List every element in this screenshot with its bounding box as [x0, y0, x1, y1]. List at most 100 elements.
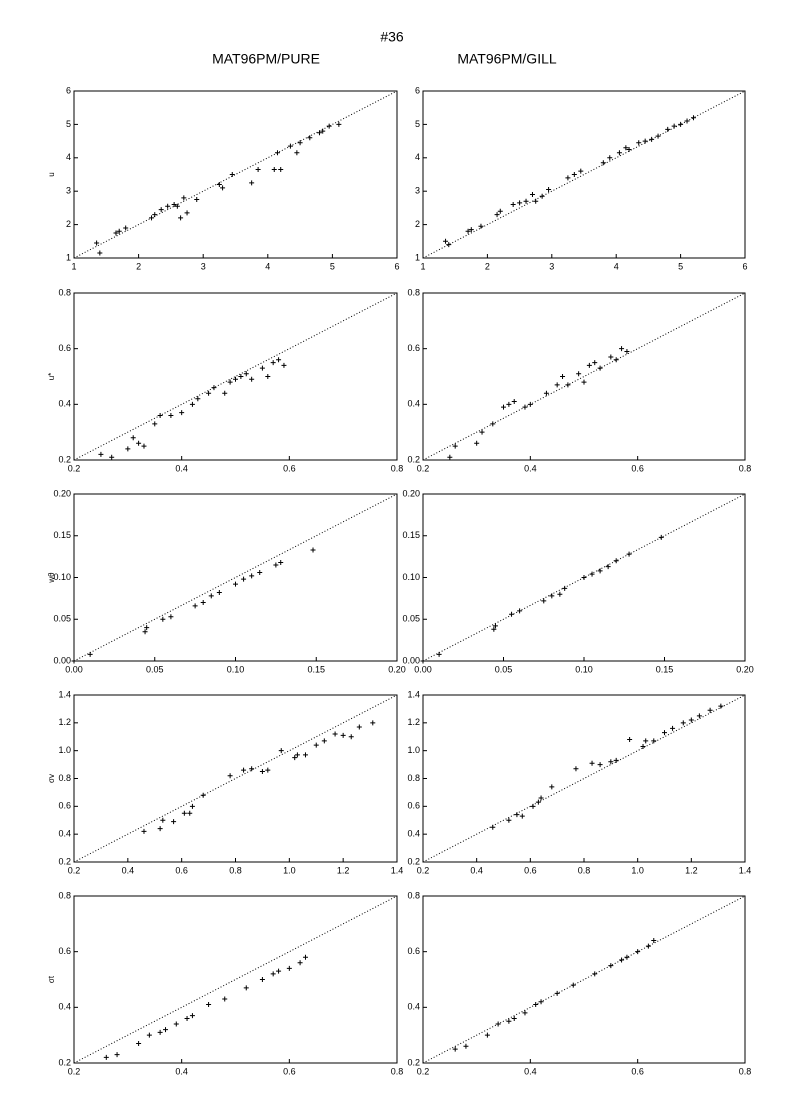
- data-point: [181, 810, 187, 816]
- data-point: [576, 371, 582, 377]
- data-point: [348, 734, 354, 740]
- data-point: [671, 123, 677, 129]
- data-point: [278, 559, 284, 565]
- x-tick-label: 0.4: [524, 463, 537, 473]
- x-tick-label: 0.20: [736, 664, 754, 674]
- y-tick-label: 4: [415, 152, 420, 162]
- data-point: [543, 390, 549, 396]
- data-point: [206, 390, 212, 396]
- data-point: [642, 138, 648, 144]
- y-tick-label: 0.8: [58, 773, 71, 783]
- y-tick-label: 0.2: [407, 1057, 420, 1067]
- data-point: [259, 769, 265, 775]
- y-tick-label: 0.05: [53, 614, 71, 624]
- panel: 1 2 3 4 5 6 1 2 3 4 5 6 u: [47, 85, 399, 271]
- data-point: [157, 1029, 163, 1035]
- data-point: [680, 720, 686, 726]
- data-point: [171, 819, 177, 825]
- y-tick-label: 0.2: [407, 856, 420, 866]
- y-axis-label: σv: [47, 774, 56, 783]
- data-point: [141, 443, 147, 449]
- x-tick-label: 0.2: [68, 1066, 81, 1076]
- data-point: [103, 1054, 109, 1060]
- data-point: [514, 812, 520, 818]
- y-tick-label: 0.2: [58, 454, 71, 464]
- y-tick-label: 4: [66, 152, 71, 162]
- data-point: [222, 996, 228, 1002]
- data-point: [220, 185, 226, 191]
- data-point: [608, 759, 614, 765]
- data-point: [310, 547, 316, 553]
- data-point: [249, 180, 255, 186]
- y-tick-label: 0.4: [58, 829, 71, 839]
- data-point: [316, 130, 322, 136]
- data-point: [216, 590, 222, 596]
- panel: 0.2 0.4 0.6 0.8 1.0 1.2 1.4 0.2 0.4 0.6 0.8 1.0 1.2 1…: [47, 689, 403, 875]
- data-point: [522, 1010, 528, 1016]
- x-tick-label: 0.6: [175, 865, 188, 875]
- data-point: [490, 421, 496, 427]
- y-tick-label: 0.05: [402, 614, 420, 624]
- data-point: [173, 1021, 179, 1027]
- data-point: [670, 725, 676, 731]
- plot-frame: [422, 90, 746, 259]
- y-tick-label: 0.20: [53, 488, 71, 498]
- data-point: [200, 600, 206, 606]
- x-tick-label: 0.4: [175, 463, 188, 473]
- data-point: [613, 357, 619, 363]
- data-point: [238, 374, 244, 379]
- data-point: [619, 957, 625, 963]
- data-point: [71, 658, 77, 664]
- x-tick-label: 3: [201, 261, 206, 271]
- panel: 0.2 0.4 0.6 0.8 0.2 0.4 0.6 0.8: [407, 287, 751, 473]
- data-point: [684, 118, 690, 124]
- x-tick-label: 1.0: [631, 865, 644, 875]
- data-point: [571, 172, 577, 177]
- data-point: [497, 208, 503, 214]
- data-point: [557, 591, 563, 597]
- data-point: [123, 225, 129, 231]
- data-point: [484, 1032, 490, 1038]
- data-point: [519, 813, 525, 819]
- data-point: [436, 651, 442, 657]
- y-axis-label: wθ: [47, 572, 56, 584]
- data-point: [307, 135, 313, 141]
- y-tick-label: 0.4: [407, 399, 420, 409]
- one-to-one-line: [73, 90, 398, 259]
- data-point: [616, 150, 622, 156]
- one-to-one-line: [73, 694, 398, 863]
- column-title: MAT96PM/GILL: [457, 51, 557, 67]
- data-point: [257, 569, 263, 575]
- data-point: [241, 576, 247, 582]
- data-point: [490, 824, 496, 830]
- data-point: [501, 404, 506, 410]
- one-to-one-line: [73, 292, 398, 461]
- data-point: [640, 743, 646, 749]
- data-point: [506, 1018, 512, 1024]
- data-point: [523, 198, 529, 204]
- data-point: [233, 376, 238, 382]
- x-tick-label: 1: [420, 261, 425, 271]
- data-point: [605, 564, 611, 570]
- data-point: [554, 990, 560, 996]
- y-tick-label: 0.4: [58, 1002, 71, 1012]
- one-to-one-line: [422, 493, 746, 662]
- data-point: [613, 757, 619, 763]
- data-point: [535, 799, 541, 805]
- data-point: [211, 385, 217, 391]
- y-tick-label: 0.4: [407, 1002, 420, 1012]
- y-tick-label: 0.8: [407, 773, 420, 783]
- one-to-one-line: [73, 493, 398, 662]
- data-point: [495, 1021, 501, 1027]
- y-tick-label: 0.2: [407, 454, 420, 464]
- data-point: [194, 197, 200, 203]
- data-point: [649, 136, 655, 142]
- data-point: [168, 412, 174, 418]
- data-point: [149, 215, 155, 221]
- data-point: [636, 140, 642, 146]
- data-point: [447, 454, 453, 460]
- x-tick-label: 0.6: [524, 865, 537, 875]
- data-point: [278, 166, 284, 172]
- data-point: [271, 166, 277, 172]
